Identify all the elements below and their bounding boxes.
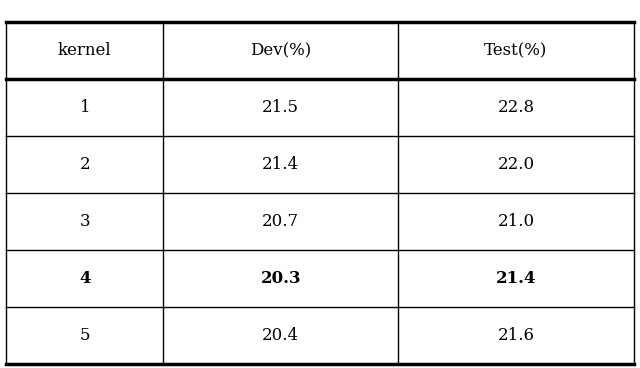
Text: 20.4: 20.4	[262, 327, 300, 344]
Text: Test(%): Test(%)	[484, 42, 548, 59]
Text: 5: 5	[79, 327, 90, 344]
Text: 21.0: 21.0	[497, 213, 534, 230]
Text: 21.6: 21.6	[497, 327, 534, 344]
Text: 2: 2	[79, 156, 90, 173]
Text: 21.4: 21.4	[262, 156, 300, 173]
Text: 21.5: 21.5	[262, 99, 300, 116]
Text: 3: 3	[79, 213, 90, 230]
Text: 4: 4	[79, 270, 90, 287]
Text: 22.0: 22.0	[497, 156, 534, 173]
Text: 22.8: 22.8	[497, 99, 534, 116]
Text: kernel: kernel	[58, 42, 111, 59]
Text: 20.7: 20.7	[262, 213, 300, 230]
Text: Dev(%): Dev(%)	[250, 42, 312, 59]
Text: 1: 1	[79, 99, 90, 116]
Text: 20.3: 20.3	[260, 270, 301, 287]
Text: 21.4: 21.4	[496, 270, 536, 287]
